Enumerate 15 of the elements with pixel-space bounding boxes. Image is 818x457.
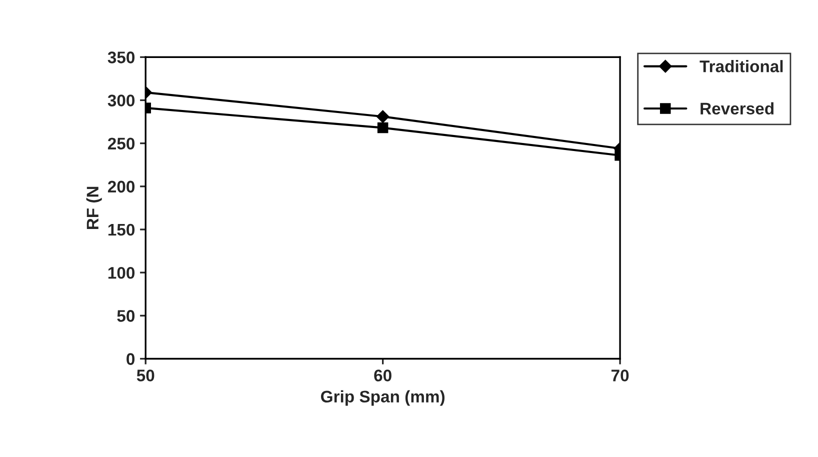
x-tick-label: 60 <box>374 370 392 382</box>
y-tick-label: 150 <box>108 224 135 236</box>
y-tick-label: 300 <box>108 94 135 106</box>
y-axis-title: RF (N <box>86 186 102 230</box>
x-tick-label: 70 <box>611 370 629 382</box>
x-tick-label: 50 <box>136 370 154 382</box>
legend-label: Traditional <box>700 60 783 72</box>
y-tick-label: 0 <box>126 353 135 365</box>
legend-label: Reversed <box>700 102 774 115</box>
y-tick-label: 350 <box>108 52 135 64</box>
y-tick-label: 200 <box>108 180 135 193</box>
y-tick-label: 100 <box>108 266 135 279</box>
y-tick-label: 50 <box>117 310 135 322</box>
x-axis-title: Grip Span (mm) <box>321 390 444 406</box>
y-tick-label: 250 <box>108 138 135 150</box>
